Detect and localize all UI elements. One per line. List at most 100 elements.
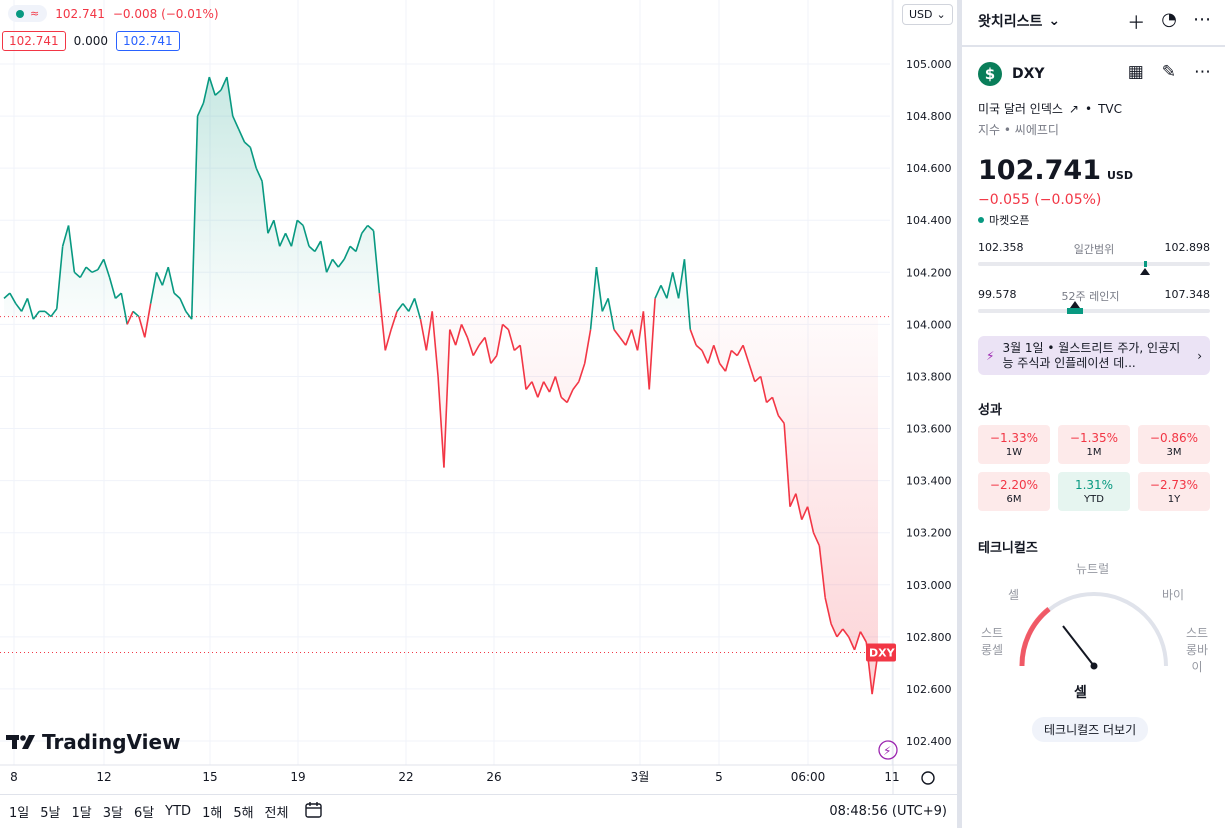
exchange: TVC bbox=[1098, 101, 1122, 116]
currency-label: USD bbox=[909, 8, 933, 21]
performance-cell-6m[interactable]: −2.20% 6M bbox=[978, 472, 1050, 511]
performance-cell-3m[interactable]: −0.86% 3M bbox=[1138, 425, 1210, 464]
price-axis-label: 102.600 bbox=[906, 683, 952, 696]
price-line-segment bbox=[278, 232, 287, 247]
price-line-segment bbox=[613, 329, 621, 338]
lightning-icon: ⚡ bbox=[883, 744, 891, 758]
performance-period: 1W bbox=[1005, 447, 1023, 458]
price-line-segment bbox=[32, 310, 40, 320]
bid-button[interactable]: 102.741 bbox=[2, 31, 66, 51]
range-1y[interactable]: 1해 bbox=[202, 806, 223, 821]
performance-cell-1m[interactable]: −1.35% 1M bbox=[1058, 425, 1130, 464]
performance-cell-1w[interactable]: −1.33% 1W bbox=[978, 425, 1050, 464]
chart-area[interactable]: 105.000 104.800 104.600 104.400 104.200 104.0… bbox=[0, 0, 957, 828]
price-line-segment bbox=[214, 89, 222, 96]
add-symbol-icon[interactable]: ＋ bbox=[1127, 13, 1146, 34]
edit-icon[interactable]: ✎ bbox=[1161, 62, 1176, 82]
price-line-segment bbox=[847, 636, 856, 651]
news-card[interactable]: ⚡ 3월 1일 • 월스트리트 주가, 인공지능 주식과 인플레이션 데... … bbox=[978, 336, 1210, 375]
legend-status-pill[interactable]: ≈ bbox=[8, 5, 48, 22]
range-5d[interactable]: 5날 bbox=[40, 806, 61, 821]
price-line-segment bbox=[712, 344, 721, 364]
price-line-segment bbox=[273, 220, 281, 247]
price-line-segment bbox=[3, 292, 11, 299]
price-line-segment bbox=[208, 76, 216, 96]
range-ytd[interactable]: YTD bbox=[165, 804, 192, 819]
price-axis-label: 102.400 bbox=[906, 735, 952, 748]
lightning-icon: ⚡ bbox=[986, 348, 995, 363]
technicals-more-button[interactable]: 테크니컬즈 더보기 bbox=[1032, 717, 1149, 742]
price-line-segment bbox=[801, 506, 809, 521]
price-line-segment bbox=[167, 266, 175, 294]
symbol-name[interactable]: DXY bbox=[1012, 66, 1045, 82]
week52-range-row: 99.578 52주 레인지 107.348 bbox=[978, 288, 1210, 304]
more-icon[interactable]: ⋯ bbox=[1194, 62, 1211, 82]
external-link-icon[interactable]: ↗ bbox=[1068, 101, 1079, 116]
range-1d[interactable]: 1일 bbox=[9, 806, 30, 821]
price-line-segment bbox=[249, 147, 257, 169]
panel-divider[interactable] bbox=[957, 0, 962, 828]
tradingview-logo[interactable]: TradingView bbox=[6, 730, 181, 754]
range-5y[interactable]: 5해 bbox=[233, 806, 254, 821]
price-line-segment bbox=[408, 298, 416, 312]
price-currency: USD bbox=[1106, 169, 1133, 182]
range-6m[interactable]: 6달 bbox=[133, 806, 155, 821]
performance-cell-1y[interactable]: −2.73% 1Y bbox=[1138, 472, 1210, 511]
performance-period: YTD bbox=[1084, 494, 1104, 505]
currency-select[interactable]: USD ⌄ bbox=[902, 4, 953, 25]
price-line-segment bbox=[132, 310, 140, 318]
price-line-segment bbox=[490, 355, 498, 364]
day-range-marker bbox=[1140, 268, 1151, 275]
ask-button[interactable]: 102.741 bbox=[115, 31, 180, 51]
price-line-segment bbox=[472, 344, 480, 357]
price-line-segment bbox=[378, 293, 387, 351]
price-line-segment bbox=[542, 381, 551, 393]
price-axis-label: 103.600 bbox=[906, 423, 952, 436]
watchlist-actions: ＋ ◔ ⋯ bbox=[1127, 9, 1211, 35]
price-axis-label: 104.000 bbox=[906, 318, 952, 331]
price-line-segment bbox=[79, 266, 87, 278]
week52-range-label: 52주 레인지 bbox=[1061, 290, 1120, 303]
symbol-description[interactable]: 미국 달러 인덱스 bbox=[978, 102, 1063, 116]
calendar-goto-icon[interactable] bbox=[304, 801, 324, 823]
price-line-segment bbox=[771, 397, 780, 416]
price-line-segment bbox=[331, 258, 339, 268]
price-line-segment bbox=[495, 324, 504, 356]
wave-icon: ≈ bbox=[30, 7, 40, 20]
range-3m[interactable]: 3달 bbox=[102, 806, 123, 821]
price-line-segment bbox=[243, 141, 251, 148]
price-line-segment bbox=[460, 324, 469, 338]
clock-display[interactable]: 08:48:56 (UTC+9) bbox=[829, 804, 947, 819]
performance-cell-ytd[interactable]: 1.31% YTD bbox=[1058, 472, 1130, 511]
price-line-segment bbox=[138, 316, 146, 338]
performance-grid: −1.33% 1W −1.35% 1M −0.86% 3M −2.20% 6M 1.31% YTD… bbox=[978, 425, 1210, 511]
price-line-segment bbox=[595, 266, 604, 312]
performance-period: 3M bbox=[1166, 447, 1182, 458]
pie-chart-icon[interactable]: ◔ bbox=[1161, 9, 1177, 30]
chevron-down-icon: ⌄ bbox=[936, 8, 946, 21]
symbol-type: 지수 • 씨에프디 bbox=[978, 123, 1059, 137]
price-chart[interactable]: 105.000 104.800 104.600 104.400 104.200 104.0… bbox=[0, 0, 957, 794]
range-all[interactable]: 전체 bbox=[264, 806, 289, 821]
price-line-segment bbox=[572, 381, 580, 390]
price-line-segment bbox=[114, 292, 122, 299]
legend-last: 102.741 bbox=[55, 6, 105, 21]
range-1m[interactable]: 1달 bbox=[71, 806, 92, 821]
price-line-segment bbox=[44, 310, 52, 318]
price-line-segment bbox=[255, 167, 263, 182]
watchlist-dropdown[interactable]: 왓치리스트 ⌄ bbox=[978, 11, 1060, 31]
grid-layout-icon[interactable]: ▦ bbox=[1127, 62, 1144, 82]
more-icon[interactable]: ⋯ bbox=[1193, 9, 1211, 30]
technicals-title[interactable]: 테크니컬즈 bbox=[978, 541, 1038, 556]
price-line-segment bbox=[343, 245, 351, 260]
time-axis-label: 19 bbox=[290, 770, 305, 784]
price-line-segment bbox=[754, 375, 762, 383]
gauge-sell-label: 셀 bbox=[1008, 588, 1020, 602]
time-axis-label: 3월 bbox=[631, 770, 650, 784]
dollar-icon: $ bbox=[978, 62, 1002, 86]
gauge-neutral-label: 뉴트럴 bbox=[1076, 562, 1110, 576]
week52-range-bar bbox=[978, 301, 1210, 314]
price-line-segment bbox=[50, 308, 58, 318]
price-line-segment bbox=[566, 389, 574, 403]
price-line-segment bbox=[830, 623, 838, 638]
